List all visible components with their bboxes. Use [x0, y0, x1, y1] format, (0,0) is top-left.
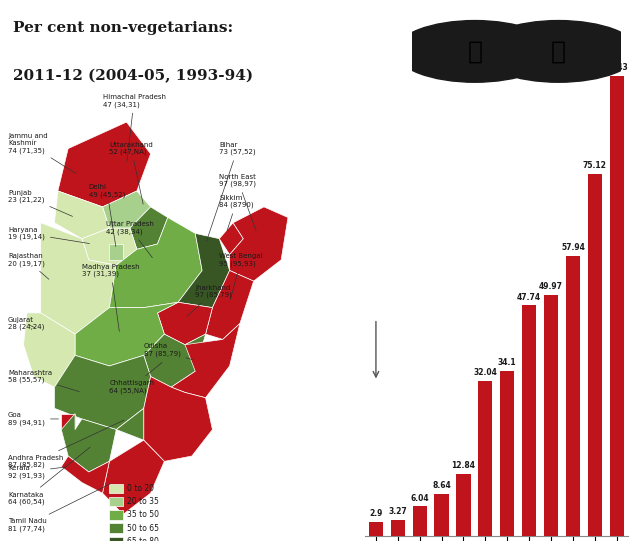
FancyBboxPatch shape — [110, 510, 123, 520]
Text: Haryana
19 (19,14): Haryana 19 (19,14) — [8, 227, 89, 243]
Text: 3.27: 3.27 — [389, 507, 407, 516]
Polygon shape — [75, 302, 178, 366]
Text: Odisha
87 (85,79): Odisha 87 (85,79) — [144, 344, 193, 360]
Text: Andhra Pradesh
87 (85,82): Andhra Pradesh 87 (85,82) — [8, 420, 124, 468]
Polygon shape — [219, 223, 243, 255]
Text: Jharkhand
97 (85,79): Jharkhand 97 (85,79) — [187, 285, 232, 316]
Circle shape — [396, 21, 554, 82]
Polygon shape — [110, 217, 202, 308]
Text: Kerala
92 (91,93): Kerala 92 (91,93) — [8, 465, 65, 479]
Polygon shape — [82, 228, 137, 265]
Text: Jammu and
Kashmír
74 (71,35): Jammu and Kashmír 74 (71,35) — [8, 133, 76, 174]
Polygon shape — [41, 223, 116, 334]
Text: 12.84: 12.84 — [451, 461, 476, 470]
Text: 95.43: 95.43 — [605, 63, 628, 72]
Text: 50 to 65: 50 to 65 — [127, 524, 158, 533]
Text: North East
97 (98,97): North East 97 (98,97) — [219, 174, 256, 231]
Text: 65 to 80: 65 to 80 — [127, 537, 158, 541]
Bar — [434, 494, 449, 536]
FancyBboxPatch shape — [110, 537, 123, 541]
Polygon shape — [178, 233, 230, 308]
Text: 34.1: 34.1 — [498, 358, 517, 367]
Text: Sikkim
84 (8790): Sikkim 84 (8790) — [219, 195, 254, 231]
Bar — [610, 76, 624, 536]
Text: Bihar
73 (57,52): Bihar 73 (57,52) — [207, 142, 256, 241]
Text: 35 to 50: 35 to 50 — [127, 510, 158, 519]
FancyBboxPatch shape — [110, 484, 123, 493]
Text: 2.9: 2.9 — [369, 509, 383, 518]
Polygon shape — [61, 456, 110, 493]
Text: 47.74: 47.74 — [517, 293, 541, 302]
Polygon shape — [157, 302, 212, 345]
Text: 57.94: 57.94 — [561, 243, 585, 253]
Text: Karnataka
64 (60,54): Karnataka 64 (60,54) — [8, 447, 90, 505]
Text: Uttar Pradesh
42 (38,34): Uttar Pradesh 42 (38,34) — [106, 221, 154, 258]
Text: 2011-12 (2004-05, 1993-94): 2011-12 (2004-05, 1993-94) — [13, 69, 254, 83]
Bar — [478, 381, 493, 536]
Text: Maharashtra
58 (55,57): Maharashtra 58 (55,57) — [8, 370, 79, 392]
Text: Uttarakhand
52 (47,NA): Uttarakhand 52 (47,NA) — [110, 142, 153, 204]
Polygon shape — [205, 270, 254, 339]
Text: Madhya Pradesh
37 (31,39): Madhya Pradesh 37 (31,39) — [82, 264, 139, 332]
Bar — [369, 522, 383, 536]
Polygon shape — [130, 207, 168, 249]
Text: Rajasthan
20 (19,17): Rajasthan 20 (19,17) — [8, 253, 49, 279]
Bar — [544, 295, 558, 536]
Text: 20 to 35: 20 to 35 — [127, 497, 158, 506]
Polygon shape — [55, 355, 151, 430]
Bar — [500, 371, 514, 536]
Polygon shape — [103, 191, 151, 228]
Bar — [566, 256, 580, 536]
Text: 75.12: 75.12 — [583, 161, 607, 170]
Polygon shape — [58, 122, 151, 207]
Text: Goa
89 (94,91): Goa 89 (94,91) — [8, 412, 58, 426]
Polygon shape — [61, 408, 144, 472]
Text: 8.64: 8.64 — [432, 481, 451, 490]
Text: 6.04: 6.04 — [410, 493, 429, 503]
Text: Tamil Nadu
81 (77,74): Tamil Nadu 81 (77,74) — [8, 484, 110, 532]
Text: West Bengal
95 (95,93): West Bengal 95 (95,93) — [219, 253, 263, 300]
Polygon shape — [103, 440, 164, 514]
Bar — [456, 474, 470, 536]
Text: Himachal Pradesh
47 (34,31): Himachal Pradesh 47 (34,31) — [103, 94, 165, 162]
Text: 49.97: 49.97 — [539, 282, 563, 291]
Text: Chhattisgarh
64 (55,NA): Chhattisgarh 64 (55,NA) — [110, 362, 162, 394]
Bar — [413, 506, 427, 536]
Bar — [522, 306, 536, 536]
Polygon shape — [110, 244, 123, 260]
Bar — [391, 520, 405, 536]
FancyBboxPatch shape — [110, 497, 123, 506]
Text: 🐟: 🐟 — [551, 39, 566, 63]
Polygon shape — [144, 334, 205, 387]
Text: 32.04: 32.04 — [474, 368, 497, 377]
Text: Gujarat
28 (24,24): Gujarat 28 (24,24) — [8, 317, 44, 330]
Text: Punjab
23 (21,22): Punjab 23 (21,22) — [8, 189, 72, 216]
Bar — [588, 174, 602, 536]
Text: 0 to 20: 0 to 20 — [127, 484, 153, 493]
Text: 🍗: 🍗 — [467, 39, 482, 63]
Polygon shape — [171, 324, 240, 398]
Polygon shape — [144, 377, 212, 461]
FancyBboxPatch shape — [110, 523, 123, 533]
Polygon shape — [23, 313, 75, 387]
Polygon shape — [61, 414, 75, 430]
Text: Per cent non-vegetarians:: Per cent non-vegetarians: — [13, 21, 233, 35]
Polygon shape — [230, 207, 288, 281]
Text: Delhi
49 (45,52): Delhi 49 (45,52) — [89, 184, 125, 247]
Circle shape — [479, 21, 634, 82]
Polygon shape — [55, 191, 110, 239]
